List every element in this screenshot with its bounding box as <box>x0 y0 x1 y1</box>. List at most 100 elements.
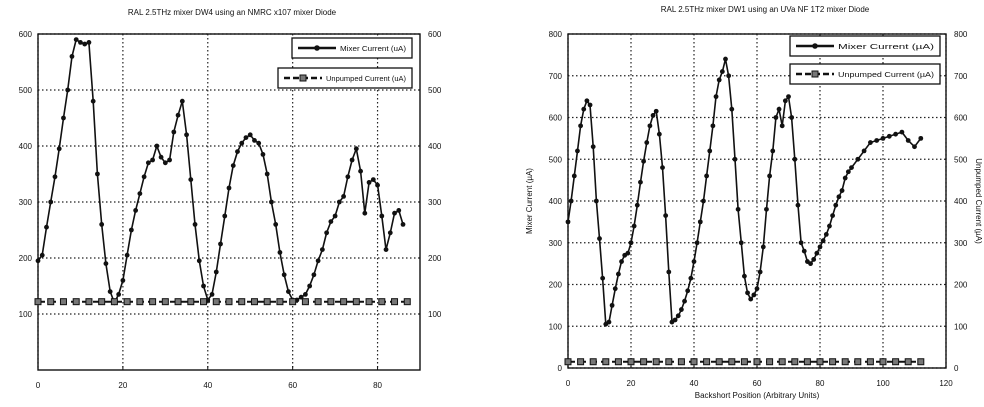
data-point <box>315 258 321 264</box>
data-point <box>392 210 397 216</box>
data-point-square <box>703 358 711 366</box>
data-point <box>150 157 156 163</box>
data-point <box>833 202 839 208</box>
data-point <box>213 269 219 275</box>
data-point <box>128 227 134 233</box>
data-point-square <box>829 358 837 366</box>
chart-title: RAL 2.5THz mixer DW1 using an UVa NF 1T2… <box>661 5 870 14</box>
data-point <box>701 198 706 204</box>
data-point <box>600 275 606 281</box>
data-point <box>625 250 631 256</box>
data-point-square <box>577 358 585 366</box>
data-point <box>584 98 590 104</box>
data-point <box>260 152 266 157</box>
data-point <box>861 148 867 154</box>
y2-tick-label: 700 <box>954 72 968 81</box>
data-point-square <box>904 358 912 366</box>
data-point <box>328 219 334 225</box>
data-point <box>311 272 317 278</box>
data-point <box>99 222 105 227</box>
x-tick-label: 20 <box>627 379 636 388</box>
data-point-square <box>250 298 258 306</box>
data-point <box>634 202 640 208</box>
data-point-square <box>766 358 774 366</box>
x-tick-label: 60 <box>288 381 297 390</box>
y2-tick-label: 300 <box>428 198 442 207</box>
data-point <box>704 173 709 179</box>
data-point-square <box>589 358 597 366</box>
data-point <box>798 240 804 246</box>
legend-marker <box>812 43 818 49</box>
data-point <box>641 158 646 164</box>
data-point-square <box>892 358 900 366</box>
y2-tick-label: 600 <box>954 114 968 123</box>
data-point-square <box>391 298 399 306</box>
data-point-square <box>289 298 297 306</box>
data-point <box>631 223 637 229</box>
series-mixer-current <box>35 37 406 306</box>
data-point <box>107 289 113 294</box>
data-point <box>839 188 845 193</box>
data-point <box>732 156 738 162</box>
legend-box <box>277 67 413 89</box>
data-point <box>332 213 338 219</box>
data-point <box>748 296 754 302</box>
data-point-square <box>879 358 887 366</box>
x-tick-label: 40 <box>203 381 212 390</box>
data-point-square <box>72 298 80 306</box>
data-point-square <box>378 298 386 306</box>
data-point <box>764 206 769 212</box>
y-tick-label: 600 <box>19 30 33 39</box>
data-point-square <box>803 358 811 366</box>
data-point <box>612 286 618 292</box>
y-tick-label: 700 <box>549 72 563 81</box>
data-point <box>823 232 829 237</box>
data-point-square <box>627 358 635 366</box>
data-point <box>644 140 650 145</box>
data-point-square <box>212 298 220 306</box>
data-point <box>845 169 851 175</box>
data-point <box>353 146 359 152</box>
data-point <box>568 198 574 204</box>
data-point <box>694 240 700 246</box>
data-point <box>341 194 346 199</box>
data-point <box>44 224 49 230</box>
data-point <box>375 182 380 188</box>
data-point <box>593 198 599 204</box>
data-point-square <box>238 298 246 306</box>
data-point <box>773 115 779 120</box>
legend-box <box>789 63 941 85</box>
data-point <box>133 208 139 213</box>
data-point <box>874 138 880 143</box>
data-point <box>811 257 817 262</box>
y2-tick-label: 800 <box>954 30 968 39</box>
data-point <box>167 157 172 163</box>
data-point <box>162 160 168 166</box>
y-tick-label: 800 <box>549 30 563 39</box>
data-point <box>606 319 612 325</box>
data-point <box>73 37 79 42</box>
data-point <box>264 171 270 177</box>
legend-marker <box>299 74 307 82</box>
data-point-square <box>327 298 335 306</box>
legend-marker <box>314 45 320 51</box>
data-point-square <box>200 298 208 306</box>
legend-label: Mixer Current (uA) <box>340 46 406 53</box>
data-point <box>95 171 100 177</box>
data-point <box>660 165 665 171</box>
data-point <box>184 132 189 138</box>
data-point <box>179 98 185 104</box>
data-point <box>269 199 274 205</box>
data-point <box>795 202 801 208</box>
y2-tick-label: 0 <box>954 364 959 373</box>
data-point <box>345 174 351 180</box>
data-point <box>849 165 854 171</box>
data-point <box>616 271 621 277</box>
data-point <box>597 236 602 241</box>
data-point <box>196 258 202 264</box>
data-point <box>145 160 151 166</box>
data-point <box>575 148 580 154</box>
data-point <box>116 292 122 297</box>
data-point-square <box>791 358 799 366</box>
y2-tick-label: 100 <box>428 310 442 319</box>
